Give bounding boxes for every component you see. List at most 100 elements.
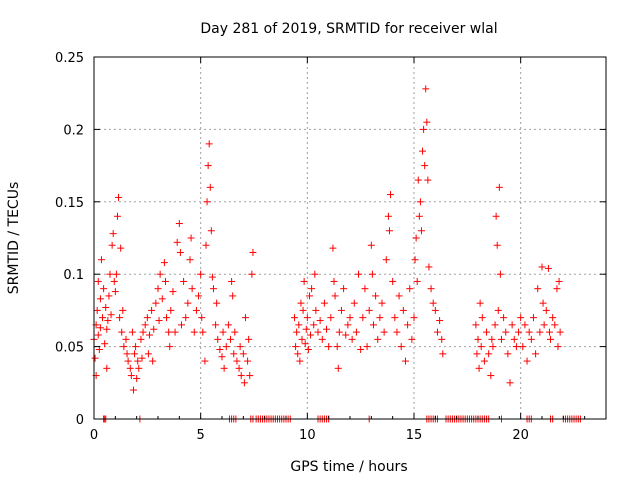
data-point — [128, 328, 136, 336]
data-point — [91, 354, 99, 362]
data-point — [382, 256, 390, 264]
data-point — [139, 328, 147, 336]
data-point — [113, 212, 121, 220]
data-point — [474, 335, 482, 343]
y-tick-label: 0.1 — [63, 268, 84, 283]
data-point — [491, 321, 499, 329]
data-point — [197, 270, 205, 278]
data-point — [337, 306, 345, 314]
data-point — [302, 325, 310, 333]
data-point — [476, 299, 484, 307]
data-point — [126, 364, 134, 372]
data-point — [249, 248, 257, 256]
data-point — [325, 343, 333, 351]
data-point — [489, 343, 497, 351]
data-point — [214, 335, 222, 343]
data-point — [492, 212, 500, 220]
data-point — [556, 328, 564, 336]
data-point — [248, 270, 256, 278]
data-point — [410, 314, 418, 322]
data-point — [344, 321, 352, 329]
data-point — [545, 328, 553, 336]
data-point — [202, 241, 210, 249]
data-point — [206, 183, 214, 191]
data-point — [413, 277, 421, 285]
data-point — [102, 304, 110, 312]
data-point — [330, 277, 338, 285]
x-tick-label: 10 — [299, 428, 316, 443]
data-point — [510, 335, 518, 343]
data-point — [385, 227, 393, 235]
data-point — [494, 306, 502, 314]
data-point — [144, 350, 152, 358]
data-point — [182, 314, 190, 322]
data-point — [365, 306, 373, 314]
data-point — [235, 364, 243, 372]
data-point — [104, 317, 112, 325]
data-point — [307, 331, 315, 339]
data-point — [431, 306, 439, 314]
data-point — [155, 317, 163, 325]
data-point — [493, 241, 501, 249]
data-point — [504, 350, 512, 358]
data-point — [220, 364, 228, 372]
data-point — [367, 241, 375, 249]
data-point — [143, 314, 151, 322]
data-point — [154, 285, 162, 293]
data-point — [310, 321, 318, 329]
data-point — [421, 162, 429, 170]
data-point — [333, 343, 341, 351]
data-point — [291, 314, 299, 322]
data-point — [346, 314, 354, 322]
data-point — [187, 234, 195, 242]
data-point — [94, 331, 102, 339]
y-tick-label: 0.25 — [55, 51, 84, 66]
data-point — [212, 321, 220, 329]
data-point — [160, 259, 168, 267]
data-point — [177, 321, 185, 329]
data-point — [359, 314, 367, 322]
data-point — [536, 328, 544, 336]
y-tick-label: 0.05 — [55, 341, 84, 356]
data-point — [500, 314, 508, 322]
data-point — [372, 292, 380, 300]
data-point — [527, 335, 535, 343]
data-point — [152, 299, 160, 307]
data-point — [389, 277, 397, 285]
data-point — [399, 306, 407, 314]
data-point — [301, 340, 309, 348]
data-point — [100, 285, 108, 293]
data-point — [165, 328, 173, 336]
data-point — [127, 372, 135, 380]
y-tick-label: 0 — [76, 413, 84, 428]
data-point — [229, 292, 237, 300]
data-point — [133, 374, 141, 382]
data-point — [495, 183, 503, 191]
data-point — [395, 292, 403, 300]
data-point — [417, 227, 425, 235]
data-point — [419, 147, 427, 155]
data-point — [473, 350, 481, 358]
data-point — [420, 125, 428, 133]
data-point — [99, 314, 107, 322]
x-tick-label: 20 — [512, 428, 529, 443]
data-point — [525, 328, 533, 336]
data-point — [408, 335, 416, 343]
data-point — [308, 285, 316, 293]
data-point — [129, 386, 137, 394]
data-point — [236, 343, 244, 351]
data-point — [175, 220, 183, 228]
data-point — [132, 343, 140, 351]
data-point — [424, 176, 432, 184]
data-point — [231, 328, 239, 336]
data-point — [305, 292, 313, 300]
data-point — [109, 230, 117, 238]
data-point — [96, 295, 104, 303]
data-point — [549, 314, 557, 322]
data-point — [439, 350, 447, 358]
data-point — [95, 345, 103, 353]
data-point — [233, 357, 241, 365]
data-point — [436, 317, 444, 325]
data-point — [369, 321, 377, 329]
data-point — [186, 256, 194, 264]
